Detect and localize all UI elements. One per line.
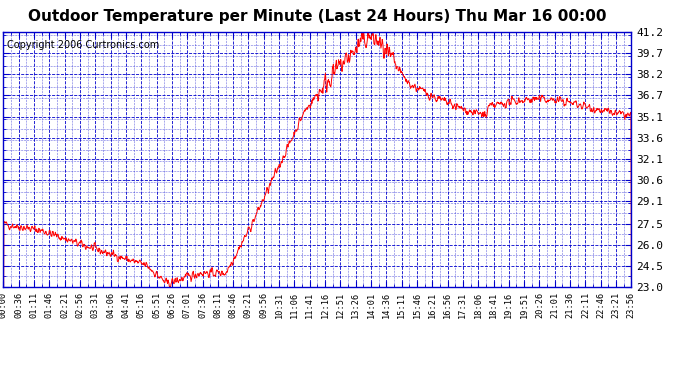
- Text: Outdoor Temperature per Minute (Last 24 Hours) Thu Mar 16 00:00: Outdoor Temperature per Minute (Last 24 …: [28, 9, 607, 24]
- Text: Copyright 2006 Curtronics.com: Copyright 2006 Curtronics.com: [7, 39, 159, 50]
